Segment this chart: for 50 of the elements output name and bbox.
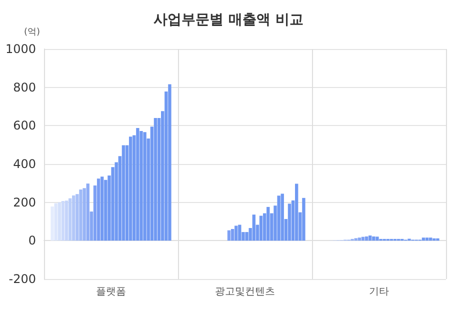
bar bbox=[368, 235, 372, 241]
bar bbox=[266, 206, 270, 241]
x-tick-label: 플랫폼 bbox=[96, 286, 126, 298]
bar bbox=[96, 178, 100, 241]
bar bbox=[372, 236, 376, 241]
bar bbox=[295, 184, 298, 241]
y-tick-label: 400 bbox=[13, 157, 36, 171]
bar bbox=[238, 224, 242, 241]
bar bbox=[280, 194, 284, 241]
bar bbox=[140, 131, 143, 241]
bar bbox=[50, 206, 54, 241]
bar bbox=[86, 184, 90, 241]
bar bbox=[72, 195, 76, 241]
bar bbox=[100, 176, 104, 241]
bar bbox=[64, 200, 68, 241]
bar bbox=[104, 180, 108, 241]
bar bbox=[422, 238, 426, 241]
bar bbox=[122, 145, 126, 241]
y-tick-label: 200 bbox=[13, 195, 36, 210]
y-axis-title: (억) bbox=[24, 28, 40, 38]
y-tick-label: 600 bbox=[13, 118, 36, 133]
bar bbox=[358, 238, 362, 241]
bar bbox=[68, 198, 72, 241]
bar bbox=[302, 198, 306, 241]
bar bbox=[230, 228, 234, 241]
x-tick-label: 광고및컨텐츠 bbox=[215, 286, 275, 298]
x-tick-label: 기타 bbox=[369, 286, 389, 298]
bar bbox=[79, 189, 82, 241]
y-tick-label: -200 bbox=[8, 272, 36, 286]
bar bbox=[436, 238, 440, 241]
bar bbox=[227, 230, 231, 241]
bar bbox=[136, 128, 140, 241]
bar bbox=[425, 238, 429, 241]
bar bbox=[143, 132, 146, 241]
bar bbox=[429, 238, 432, 241]
bar bbox=[154, 118, 158, 241]
y-tick-label: 1000 bbox=[5, 42, 36, 56]
chart-title: 사업부문별 매출액 비교 bbox=[154, 12, 304, 28]
bar bbox=[245, 232, 248, 241]
bar bbox=[277, 196, 280, 241]
bar bbox=[252, 214, 256, 241]
y-tick-label: 800 bbox=[13, 80, 36, 94]
y-tick-label: 0 bbox=[28, 234, 36, 248]
bar bbox=[354, 238, 358, 241]
bar bbox=[168, 84, 172, 241]
bar bbox=[259, 216, 263, 241]
bar bbox=[234, 226, 238, 241]
bar bbox=[376, 236, 379, 241]
bar bbox=[128, 136, 132, 241]
bar bbox=[288, 204, 292, 241]
